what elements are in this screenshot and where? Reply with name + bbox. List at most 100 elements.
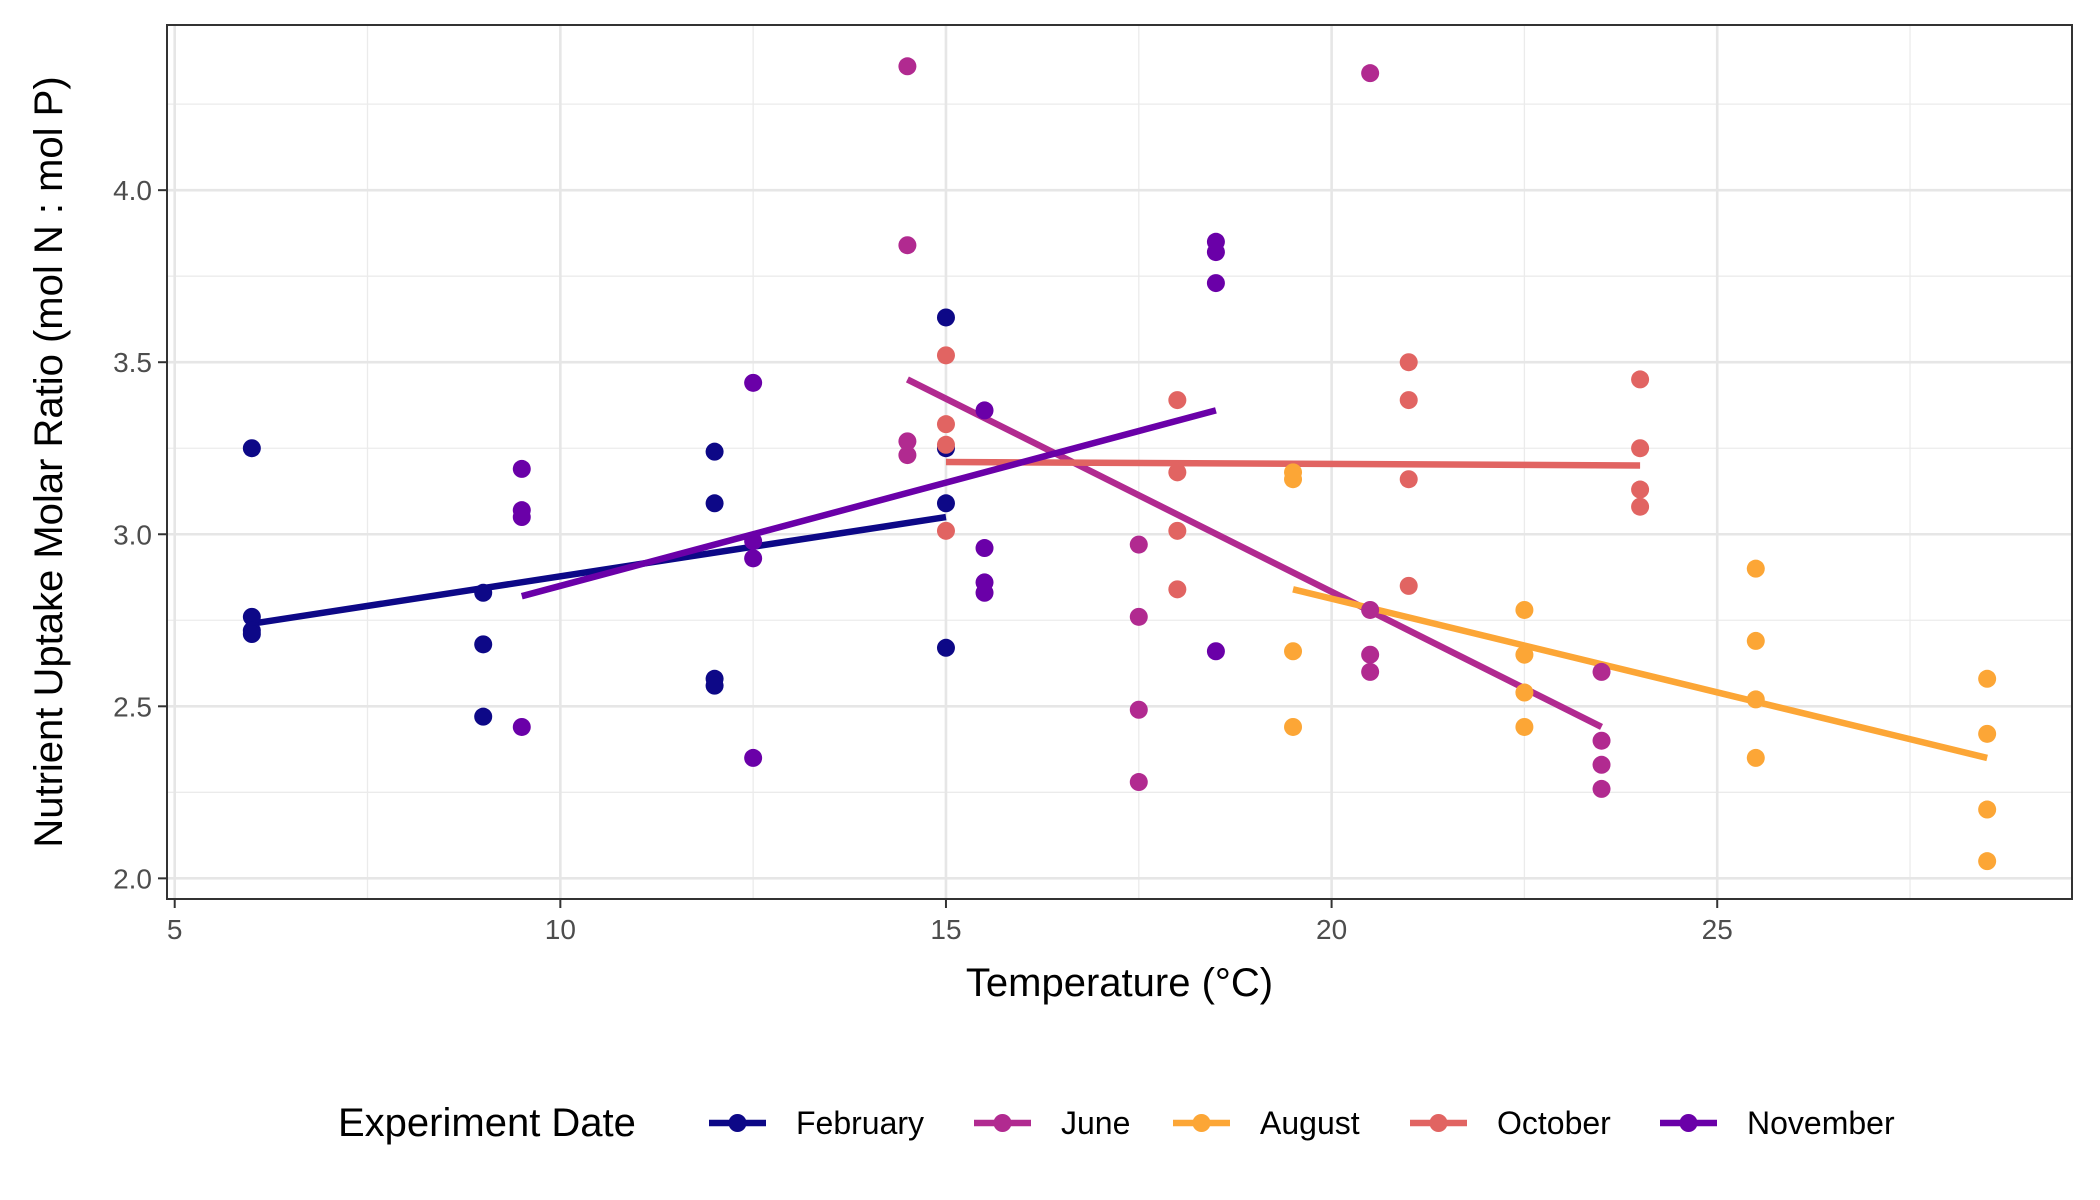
point-october — [936, 346, 955, 365]
point-august — [1284, 470, 1303, 489]
point-june — [1361, 645, 1380, 664]
point-november — [744, 532, 763, 551]
point-june — [1129, 535, 1148, 554]
legend-label-june: June — [1061, 1105, 1130, 1141]
point-october — [1168, 521, 1187, 540]
point-november — [512, 717, 531, 736]
point-august — [1978, 724, 1997, 743]
point-june — [1361, 662, 1380, 681]
legend-dot-october — [1429, 1114, 1448, 1132]
point-august — [1515, 717, 1534, 736]
point-november — [1206, 243, 1225, 262]
point-october — [1631, 439, 1650, 458]
legend-dot-november — [1679, 1114, 1698, 1132]
point-august — [1515, 600, 1534, 619]
point-february — [705, 676, 724, 695]
point-august — [1978, 800, 1997, 819]
data-points — [242, 57, 1997, 871]
point-august — [1746, 631, 1765, 650]
point-november — [1206, 274, 1225, 293]
point-october — [936, 521, 955, 540]
fit-line-november — [520, 407, 1217, 600]
point-june — [1592, 662, 1611, 681]
point-october — [936, 435, 955, 454]
point-october — [1168, 580, 1187, 599]
x-tick-label: 20 — [1316, 914, 1347, 945]
point-february — [242, 439, 261, 458]
y-tick-label: 3.5 — [113, 347, 152, 378]
point-june — [1361, 64, 1380, 83]
legend-label-august: August — [1260, 1105, 1360, 1141]
x-tick-label: 5 — [167, 914, 183, 945]
point-october — [1631, 370, 1650, 389]
point-august — [1746, 559, 1765, 578]
point-june — [1129, 607, 1148, 626]
point-february — [242, 625, 261, 644]
x-tick-label: 15 — [930, 914, 961, 945]
point-october — [1399, 576, 1418, 595]
point-june — [898, 446, 917, 465]
fit-line-june — [905, 376, 1603, 730]
point-february — [705, 494, 724, 513]
legend-label-november: November — [1747, 1105, 1895, 1141]
x-tick-label: 10 — [545, 914, 576, 945]
y-axis-title: Nutrient Uptake Molar Ratio (mol N : mol… — [27, 76, 71, 847]
point-october — [1399, 470, 1418, 489]
point-february — [474, 635, 493, 654]
point-august — [1515, 683, 1534, 702]
point-february — [936, 494, 955, 513]
point-august — [1978, 669, 1997, 688]
point-june — [898, 432, 917, 451]
point-june — [1592, 731, 1611, 750]
minor-gridlines — [167, 25, 2072, 899]
point-november — [975, 583, 994, 602]
point-august — [1978, 852, 1997, 871]
point-june — [1592, 755, 1611, 774]
point-june — [1592, 779, 1611, 798]
point-february — [242, 607, 261, 626]
point-november — [512, 508, 531, 527]
legend-items: February June August October November — [709, 1105, 1895, 1141]
point-october — [1168, 463, 1187, 482]
panel-border — [166, 24, 2073, 900]
point-june — [1361, 600, 1380, 619]
point-november — [512, 459, 531, 478]
point-november — [744, 373, 763, 392]
point-october — [1168, 391, 1187, 410]
legend-dot-february — [728, 1114, 747, 1132]
point-august — [1746, 690, 1765, 709]
point-february — [936, 308, 955, 327]
point-november — [975, 401, 994, 420]
y-axis-ticks: 2.0 2.5 3.0 3.5 4.0 — [113, 175, 167, 894]
legend-label-february: February — [796, 1105, 924, 1141]
point-june — [898, 57, 917, 76]
y-tick-label: 2.5 — [113, 691, 152, 722]
legend-label-october: October — [1497, 1105, 1611, 1141]
legend-dot-august — [1192, 1114, 1211, 1132]
point-october — [1399, 391, 1418, 410]
point-june — [1129, 773, 1148, 792]
point-october — [936, 415, 955, 434]
legend-title: Experiment Date — [338, 1101, 636, 1145]
fit-lines — [251, 376, 1988, 762]
y-tick-label: 3.0 — [113, 519, 152, 550]
point-february — [474, 583, 493, 602]
point-november — [744, 748, 763, 767]
point-february — [474, 707, 493, 726]
point-october — [1631, 497, 1650, 516]
point-october — [1631, 480, 1650, 499]
point-november — [744, 549, 763, 568]
point-february — [936, 638, 955, 657]
point-february — [705, 442, 724, 461]
x-tick-label: 25 — [1702, 914, 1733, 945]
point-november — [975, 539, 994, 558]
legend-dot-june — [993, 1114, 1012, 1132]
y-tick-label: 4.0 — [113, 175, 152, 206]
point-august — [1284, 717, 1303, 736]
x-axis-title: Temperature (°C) — [966, 961, 1273, 1005]
point-november — [1206, 642, 1225, 661]
point-june — [1129, 700, 1148, 719]
fit-line-august — [1292, 586, 1988, 762]
point-october — [1399, 353, 1418, 372]
